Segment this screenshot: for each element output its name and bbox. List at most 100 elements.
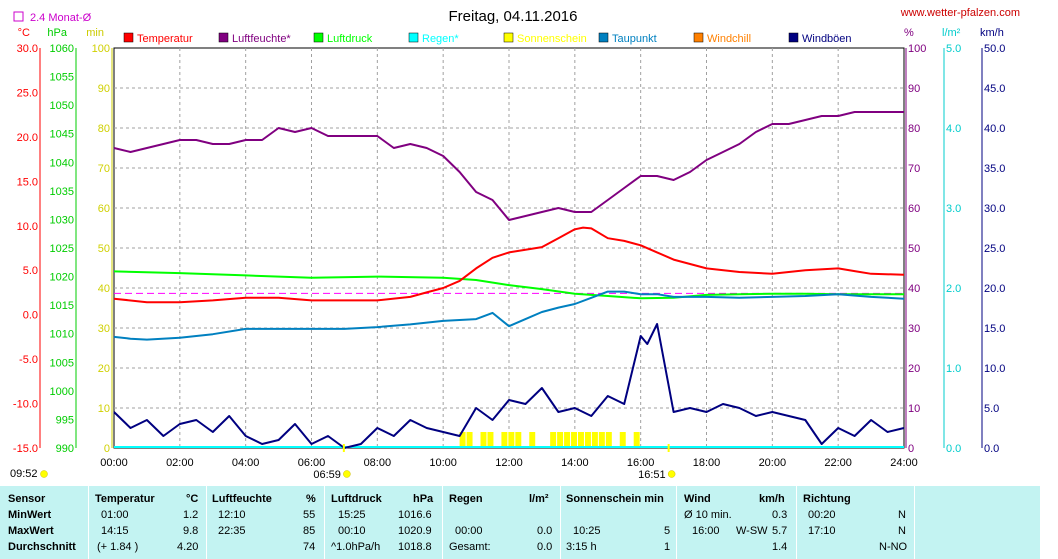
max-rain-value: 0.0 [537, 525, 553, 537]
min-wind-label: Ø 10 min. [684, 509, 732, 521]
unit-temp: °C [18, 27, 30, 39]
tick-pressure: 1020 [50, 272, 74, 284]
tick-percent: 0 [908, 443, 914, 455]
tick-percent: 60 [908, 203, 920, 215]
tick-percent: 20 [908, 363, 920, 375]
tick-rain: 4.0 [946, 123, 961, 135]
legend-swatch [218, 32, 229, 43]
tick-pressure: 1045 [50, 129, 74, 141]
tick-wind: 0.0 [984, 443, 999, 455]
tick-time: 10:00 [429, 457, 457, 469]
tick-minutes: 0 [104, 443, 110, 455]
legend-item: Sonnenschein [503, 32, 587, 45]
sunshine-bar [466, 432, 473, 448]
unit-wind: km/h [980, 27, 1004, 39]
sunshine-bar [564, 432, 571, 448]
header-wind: Wind [684, 493, 711, 505]
max-press-value: 1020.9 [398, 525, 432, 537]
sunshine-bar [591, 432, 598, 448]
avg-press-trend: ^1.0hPa/h [331, 541, 381, 553]
tick-time: 12:00 [495, 457, 523, 469]
tick-pressure: 1025 [50, 243, 74, 255]
tick-pressure: 1035 [50, 186, 74, 198]
tick-temp: 0.0 [23, 310, 38, 322]
weather-chart: Freitag, 04.11.2016 www.wetter-pfalzen.c… [10, 7, 1020, 481]
tick-pressure: 1005 [50, 357, 74, 369]
sunshine-bar [501, 432, 508, 448]
avg-hum-value: 74 [303, 541, 316, 553]
series-line [113, 290, 905, 341]
tick-minutes: 100 [92, 43, 110, 55]
sunshine-bar [584, 432, 591, 448]
min-hum-time: 12:10 [218, 509, 246, 521]
avg-rain-label: Gesamt: [449, 541, 491, 553]
legend-swatch [598, 32, 609, 43]
tick-pressure: 1030 [50, 214, 74, 226]
legend-label: Sonnenschein [517, 33, 587, 45]
header-temp-unit: °C [186, 493, 199, 505]
tick-percent: 90 [908, 83, 920, 95]
tick-rain: 3.0 [946, 203, 961, 215]
avg-rain-value: 0.0 [537, 541, 553, 553]
sunshine-bar [598, 432, 605, 448]
tick-wind: 50.0 [984, 43, 1005, 55]
header-rain-unit: l/m² [529, 493, 549, 505]
tick-minutes: 70 [98, 163, 110, 175]
tick-wind: 10.0 [984, 363, 1005, 375]
chart-title: Freitag, 04.11.2016 [449, 8, 578, 25]
sunshine-bar [480, 432, 487, 448]
sun-icon [40, 470, 48, 478]
max-wind-value: 5.7 [772, 525, 788, 537]
legend-label: Luftdruck [327, 33, 373, 45]
time-start-label: 09:52 [10, 468, 38, 480]
max-rain-time: 00:00 [455, 525, 483, 537]
tick-time: 16:00 [627, 457, 655, 469]
series-layer [113, 111, 905, 449]
legend-swatch [788, 32, 799, 43]
grid [114, 48, 904, 448]
tick-pressure: 1060 [50, 43, 74, 55]
tick-temp: 15.0 [17, 176, 38, 188]
tick-temp: -5.0 [19, 354, 38, 366]
tick-pressure: 1010 [50, 329, 74, 341]
max-dir-value: N [898, 525, 906, 537]
series-line [113, 111, 904, 221]
min-hum-value: 55 [303, 509, 316, 521]
min-press-value: 1016.6 [398, 509, 432, 521]
max-temp-value: 9.8 [183, 525, 199, 537]
legend-item: Luftfeuchte* [218, 32, 291, 45]
tick-time: 04:00 [232, 457, 260, 469]
tick-temp: 30.0 [17, 43, 38, 55]
tick-wind: 15.0 [984, 323, 1005, 335]
max-temp-time: 14:15 [101, 525, 129, 537]
legend-label: Taupunkt [612, 33, 657, 45]
tick-time: 24:00 [890, 457, 918, 469]
avg-press-value: 1018.8 [398, 541, 432, 553]
min-wind-value: 0.3 [772, 509, 788, 521]
row-max-label: MaxWert [8, 525, 54, 537]
tick-minutes: 10 [98, 403, 110, 415]
tick-temp: 5.0 [23, 265, 38, 277]
unit-rain: l/m² [942, 27, 961, 39]
legend-swatch [503, 32, 514, 43]
avg-sun-total: 3:15 h [566, 541, 597, 553]
legend: Temperatur Luftfeuchte* Luftdruck Regen* Son… [123, 32, 852, 45]
website-link[interactable]: www.wetter-pfalzen.com [900, 7, 1020, 19]
sunrise-icon [343, 470, 351, 478]
tick-wind: 5.0 [984, 403, 999, 415]
legend-item: Windböen [788, 32, 852, 45]
legend-label: Windchill [707, 33, 751, 45]
max-hum-time: 22:35 [218, 525, 246, 537]
tick-minutes: 40 [98, 283, 110, 295]
max-wind-direction: W-SW [736, 525, 768, 537]
min-press-time: 15:25 [338, 509, 366, 521]
sunshine-bar [619, 432, 626, 448]
legend-item: Luftdruck [313, 32, 373, 45]
sunshine-bar [550, 432, 557, 448]
sunset-label: 16:51 [638, 469, 666, 481]
tick-pressure: 1055 [50, 72, 74, 84]
tick-temp: 20.0 [17, 132, 38, 144]
tick-wind: 40.0 [984, 123, 1005, 135]
tick-percent: 70 [908, 163, 920, 175]
tick-minutes: 20 [98, 363, 110, 375]
